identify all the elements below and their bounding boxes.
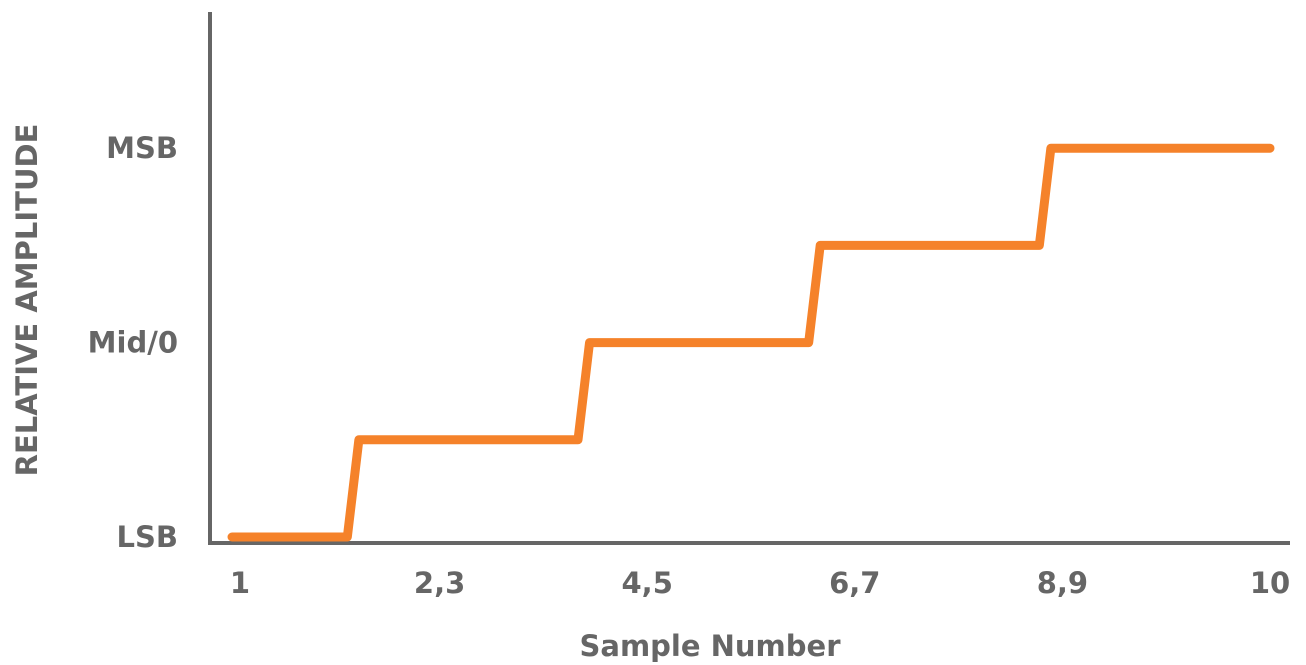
x-tick-label: 4,5 xyxy=(622,566,673,600)
x-tick-labels: 1 2,3 4,5 6,7 8,9 10 xyxy=(230,566,1290,600)
y-axis-title: RELATIVE AMPLITUDE xyxy=(10,124,44,477)
series-group xyxy=(227,143,1275,542)
x-tick-label: 6,7 xyxy=(829,566,880,600)
y-tick-label: Mid/0 xyxy=(88,326,178,360)
x-tick-label: 8,9 xyxy=(1037,566,1088,600)
x-tick-label: 2,3 xyxy=(414,566,465,600)
series-line xyxy=(227,143,1275,542)
y-tick-label: MSB xyxy=(106,131,178,165)
y-tick-labels: LSB Mid/0 MSB xyxy=(88,131,178,554)
y-tick-label: LSB xyxy=(117,520,178,554)
x-tick-label: 1 xyxy=(230,566,250,600)
x-axis-title: Sample Number xyxy=(580,629,842,663)
x-tick-label: 10 xyxy=(1250,566,1290,600)
